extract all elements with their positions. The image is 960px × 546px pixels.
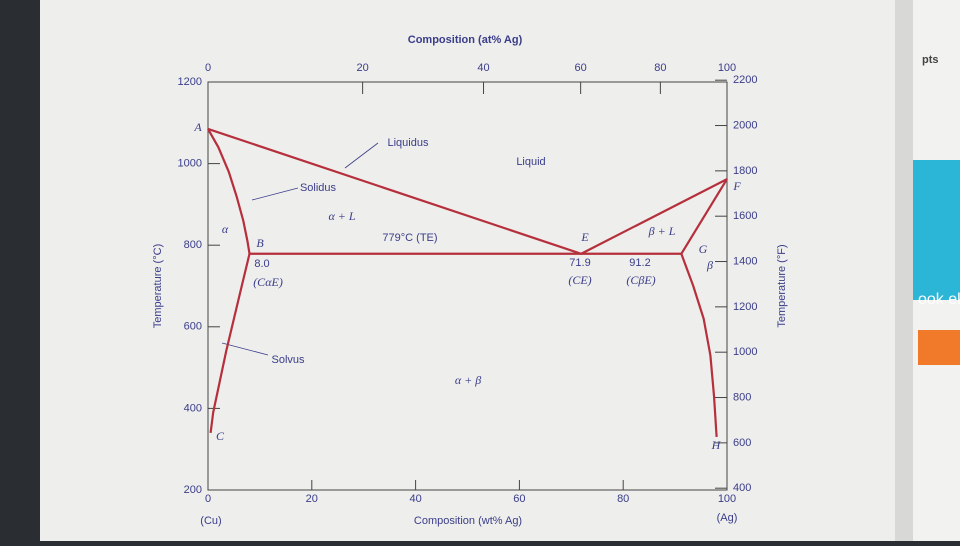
y2-tick-label: 1000 (733, 346, 757, 358)
x-tick-label: 40 (409, 493, 421, 505)
y2-tick-label: 600 (733, 437, 751, 449)
annotation: B (256, 236, 264, 250)
y2-axis-title: Temperature (°F) (776, 244, 788, 327)
annotation: β (706, 258, 713, 272)
side-banner-box (913, 160, 960, 300)
y-tick-label: 1200 (178, 76, 202, 88)
annotation: Liquid (516, 156, 545, 168)
annotation: G (699, 242, 708, 256)
annotation: A (193, 120, 202, 134)
y2-tick-label: 2000 (733, 119, 757, 131)
annotation: (CE) (568, 273, 591, 287)
x2-axis-title: Composition (at% Ag) (408, 34, 523, 46)
pointer (251, 187, 299, 201)
annotation: (CαE) (253, 275, 283, 289)
annotation: F (732, 179, 741, 193)
pointers (221, 142, 379, 356)
x-tick-label: 0 (205, 493, 211, 505)
x2-tick-label: 0 (205, 62, 211, 74)
phase-boundary (207, 128, 251, 254)
annotation: Solidus (300, 182, 337, 194)
side-label: pts (922, 54, 939, 66)
scrollbar (895, 0, 913, 541)
y2-tick-label: 1800 (733, 165, 757, 177)
x2-tick-label: 40 (477, 62, 489, 74)
pointer (344, 142, 379, 169)
x-tick-label: 60 (513, 493, 525, 505)
annotation: 779°C (TE) (382, 232, 437, 244)
x-axis-title: Composition (wt% Ag) (414, 515, 522, 527)
annotation: β + L (648, 224, 676, 238)
y-axis-title: Temperature (°C) (152, 244, 164, 328)
annotation: α + L (328, 209, 355, 223)
annotation: (Ag) (717, 512, 738, 524)
annotation: α + β (455, 373, 481, 387)
annotation: (Cu) (200, 515, 221, 527)
y2-tick-label: 800 (733, 391, 751, 403)
y2-tick-label: 1400 (733, 255, 757, 267)
side-banner: ook ek (918, 291, 960, 308)
side-button (918, 330, 960, 365)
x-tick-label: 20 (306, 493, 318, 505)
x2-tick-label: 60 (575, 62, 587, 74)
y2-tick-label: 400 (733, 482, 751, 494)
x-tick-label: 100 (718, 493, 736, 505)
annotation: 71.9 (569, 257, 590, 269)
y2-tick-label: 2200 (733, 74, 757, 86)
annotation: α (222, 222, 229, 236)
phase-boundary (209, 253, 251, 434)
annotation: E (580, 230, 589, 244)
x2-tick-label: 100 (718, 62, 736, 74)
y2-tick-label: 1200 (733, 301, 757, 313)
x-tick-label: 80 (617, 493, 629, 505)
y-tick-label: 800 (184, 239, 202, 251)
x2-tick-label: 80 (654, 62, 666, 74)
annotation: 91.2 (629, 257, 650, 269)
annotation: C (216, 429, 225, 443)
phase-boundary (680, 253, 718, 438)
annotation: 8.0 (254, 258, 269, 270)
y-tick-label: 400 (184, 402, 202, 414)
annotation: H (711, 438, 722, 452)
y-tick-label: 200 (184, 484, 202, 496)
plot-frame (207, 81, 728, 491)
pointer (221, 342, 269, 356)
annotation: Liquidus (388, 137, 429, 149)
y-tick-label: 1000 (178, 158, 202, 170)
annotation: (CβE) (626, 273, 655, 287)
annotation: Solvus (271, 354, 305, 366)
y2-tick-label: 1600 (733, 210, 757, 222)
phase-boundary (680, 178, 728, 255)
x2-tick-label: 20 (356, 62, 368, 74)
y-tick-label: 600 (184, 321, 202, 333)
screen (40, 0, 895, 541)
